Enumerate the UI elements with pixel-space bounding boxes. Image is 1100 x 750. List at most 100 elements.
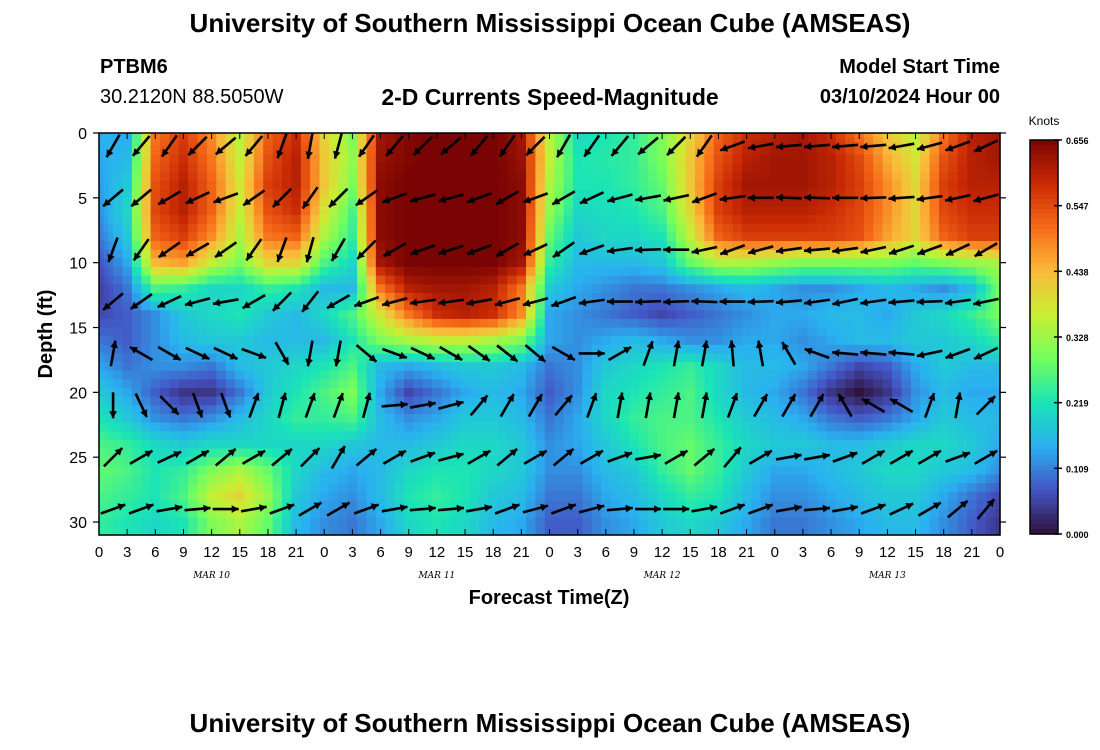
heatmap-cell [948,141,959,147]
heatmap-cell [779,465,790,476]
heatmap-cell [282,154,293,164]
heatmap-cell [441,396,452,406]
heatmap-cell [938,439,949,450]
heatmap-cell [704,275,715,285]
heatmap-cell [629,405,640,415]
heatmap-cell [225,336,236,346]
heatmap-cell [948,189,959,199]
heatmap-cell [694,388,705,398]
heatmap-cell [366,379,377,389]
heatmap-cell [479,189,490,199]
heatmap-cell [507,336,518,346]
heatmap-cell [469,327,480,337]
heatmap-cell [873,491,884,502]
heatmap-cell [404,457,415,467]
heatmap-cell [629,465,640,476]
heatmap-cell [413,344,424,355]
heatmap-cell [516,141,527,147]
heatmap-cell [929,439,940,450]
heatmap-cell [507,491,518,502]
heatmap-cell [554,180,565,190]
heatmap-cell [99,318,105,329]
heatmap-cell [751,483,762,493]
heatmap-cell [169,396,180,406]
heatmap-cell [272,362,283,372]
heatmap-cell [807,509,818,519]
heatmap-cell [704,180,715,190]
heatmap-cell [319,336,330,346]
heatmap-cell [413,197,424,208]
heatmap-cell [920,388,931,398]
heatmap-cell [835,163,846,173]
heatmap-cell [760,388,771,398]
heatmap-cell [375,457,386,467]
heatmap-cell [779,163,790,173]
heatmap-cell [892,206,903,216]
heatmap-cell [526,141,537,147]
heatmap-cell [882,336,893,346]
heatmap-cell [319,439,330,450]
heatmap-cell [995,517,1001,527]
heatmap-cell [206,137,217,143]
heatmap-cell [666,163,677,173]
heatmap-cell [554,215,565,225]
heatmap-cell [488,405,499,415]
heatmap-cell [601,457,612,467]
current-arrow [269,503,295,515]
heatmap-cell [826,491,837,502]
heatmap-cell [648,318,659,329]
heatmap-cell [901,327,912,337]
heatmap-cell [150,517,161,527]
heatmap-cell [882,197,893,208]
heatmap-cell [347,310,358,320]
heatmap-cell [751,509,762,519]
heatmap-cell [713,483,724,493]
heatmap-cell [404,370,415,380]
current-arrow [102,188,124,208]
heatmap-cell [741,396,752,406]
heatmap-cell [835,310,846,320]
heatmap-cell [676,145,687,156]
heatmap-cell [760,483,771,493]
heatmap-cell [990,483,996,493]
current-arrow [304,392,316,418]
heatmap-cell [272,388,283,398]
heatmap-cell [450,189,461,199]
heatmap-cell [760,344,771,355]
current-arrow [214,136,237,156]
heatmap-cell [263,336,274,346]
heatmap-cell [99,284,105,294]
heatmap-cell [554,137,565,143]
heatmap-cell [282,457,293,467]
heatmap-cell [845,310,856,320]
heatmap-cell [404,517,415,527]
heatmap-cell [713,301,724,311]
heatmap-cell [713,448,724,458]
heatmap-cell [666,301,677,311]
heatmap-cell [291,405,302,415]
heatmap-cell [760,249,771,259]
heatmap-cell [779,189,790,199]
heatmap-cell [366,258,377,268]
heatmap-cell [404,327,415,337]
heatmap-cell [873,379,884,389]
heatmap-cell [892,344,903,355]
current-arrow [276,133,288,159]
heatmap-cell [657,370,668,380]
heatmap-cell [404,422,415,432]
heatmap-cell [990,310,996,320]
heatmap-cell [967,465,978,476]
heatmap-cell [591,232,602,242]
heatmap-cell [366,163,377,173]
heatmap-cell [282,388,293,398]
heatmap-cell [657,284,668,294]
heatmap-cell [816,133,827,138]
heatmap-cell [535,133,546,138]
heatmap-cell [723,509,734,519]
heatmap-cell [225,439,236,450]
heatmap-cell [422,189,433,199]
heatmap-cell [976,396,987,406]
heatmap-cell [150,448,161,458]
heatmap-cell [760,292,771,303]
heatmap-cell [272,145,283,156]
